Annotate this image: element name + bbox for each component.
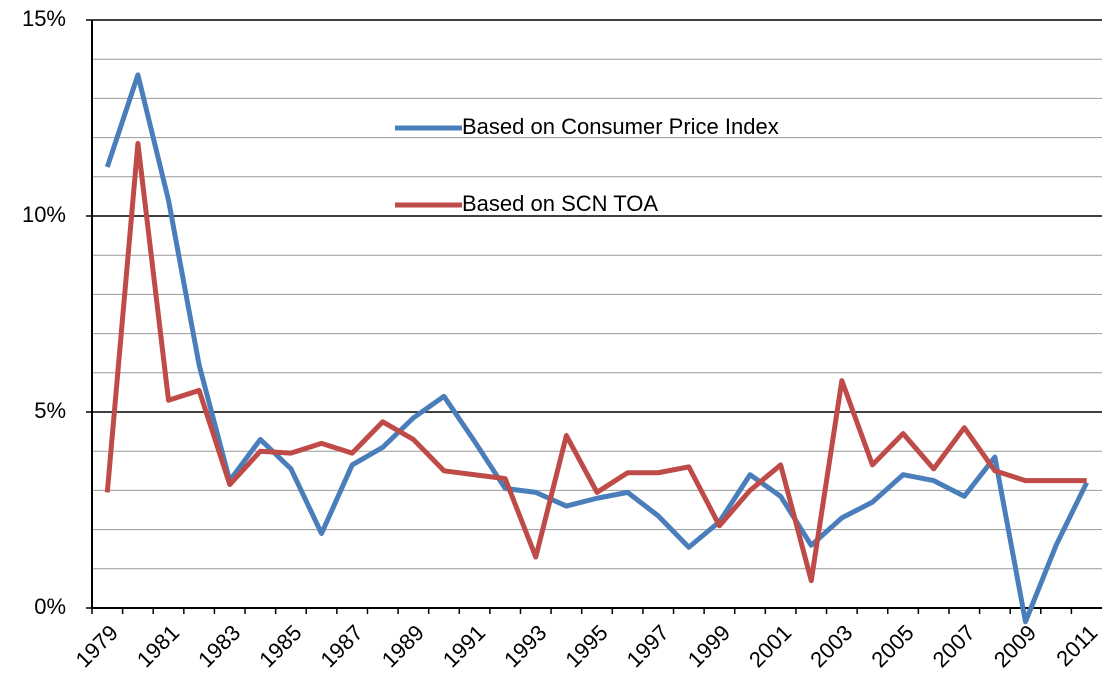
y-tick-label: 5% bbox=[34, 398, 66, 423]
x-tick-label: 2003 bbox=[805, 620, 857, 672]
x-tick-label: 1983 bbox=[193, 620, 245, 672]
series-line bbox=[104, 72, 1089, 625]
x-tick-label: 1987 bbox=[316, 620, 368, 672]
legend-label: Based on SCN TOA bbox=[462, 191, 658, 216]
x-tick-label: 2011 bbox=[1051, 620, 1102, 671]
y-tick-label: 10% bbox=[22, 202, 66, 227]
series-line bbox=[104, 140, 1087, 584]
x-tick-label: 2007 bbox=[928, 620, 980, 672]
x-tick-label: 2009 bbox=[989, 620, 1041, 672]
x-tick-label: 1979 bbox=[71, 620, 123, 672]
x-tick-label: 1981 bbox=[132, 620, 184, 672]
y-tick-label: 15% bbox=[22, 6, 66, 31]
x-tick-label: 2005 bbox=[866, 620, 918, 672]
x-tick-label: 1995 bbox=[560, 620, 612, 672]
x-tick-label: 1985 bbox=[254, 620, 306, 672]
y-tick-label: 0% bbox=[34, 594, 66, 619]
x-tick-label: 1999 bbox=[683, 620, 735, 672]
legend-label: Based on Consumer Price Index bbox=[462, 114, 779, 139]
x-tick-label: 1997 bbox=[622, 620, 674, 672]
x-tick-label: 1989 bbox=[377, 620, 429, 672]
x-tick-label: 2001 bbox=[744, 620, 796, 672]
x-tick-label: 1993 bbox=[499, 620, 551, 672]
x-tick-label: 1991 bbox=[438, 620, 490, 672]
